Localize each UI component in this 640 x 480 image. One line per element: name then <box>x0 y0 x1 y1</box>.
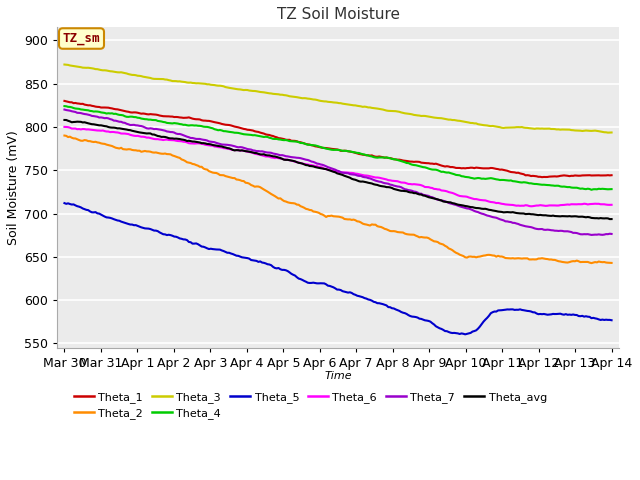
Y-axis label: Soil Moisture (mV): Soil Moisture (mV) <box>7 130 20 245</box>
Text: TZ_sm: TZ_sm <box>63 32 100 45</box>
Title: TZ Soil Moisture: TZ Soil Moisture <box>276 7 399 22</box>
X-axis label: Time: Time <box>324 371 352 381</box>
Legend: Theta_1, Theta_2, Theta_3, Theta_4, Theta_5, Theta_6, Theta_7, Theta_avg: Theta_1, Theta_2, Theta_3, Theta_4, Thet… <box>74 392 547 419</box>
